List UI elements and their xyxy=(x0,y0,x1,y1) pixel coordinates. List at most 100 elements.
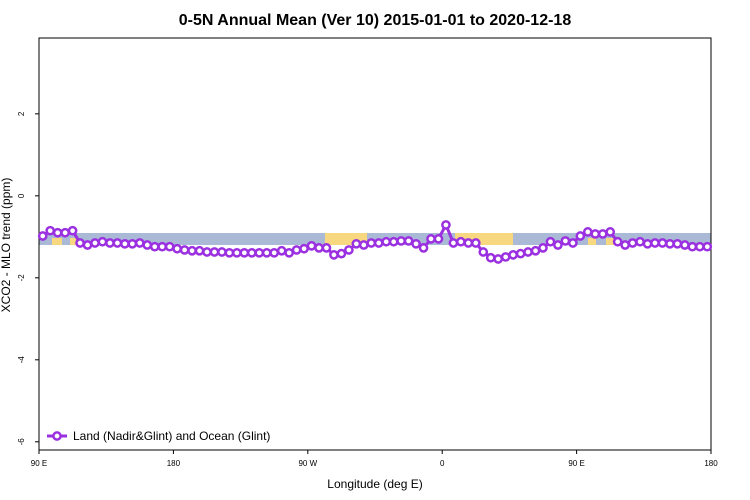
data-point xyxy=(456,236,466,247)
data-point xyxy=(261,247,272,258)
x-tick-label: 180 xyxy=(704,459,718,468)
data-point xyxy=(284,247,294,258)
legend-marker xyxy=(52,431,62,441)
data-point xyxy=(37,231,48,241)
x-tick-label: 90 E xyxy=(568,459,584,468)
data-point xyxy=(314,243,324,253)
x-tick-label: 180 xyxy=(167,459,181,468)
data-point xyxy=(545,236,556,247)
data-point xyxy=(232,247,242,258)
x-tick-label: 0 xyxy=(440,459,445,468)
data-point xyxy=(470,238,481,248)
y-tick-label: 2 xyxy=(17,111,26,116)
data-point xyxy=(269,247,280,258)
data-point xyxy=(620,240,630,250)
data-point xyxy=(650,238,660,248)
data-point xyxy=(321,243,332,253)
data-point xyxy=(493,254,504,264)
data-point xyxy=(612,236,623,247)
y-axis-label: XCO2 - MLO trend (ppm) xyxy=(0,178,13,313)
data-point xyxy=(627,238,638,248)
data-point xyxy=(157,241,168,252)
data-point xyxy=(276,245,287,256)
data-point xyxy=(254,247,265,258)
data-point xyxy=(60,227,70,238)
data-point xyxy=(523,247,533,257)
data-point xyxy=(381,236,392,247)
data-point xyxy=(209,247,220,257)
data-point xyxy=(291,245,302,255)
data-point xyxy=(97,236,108,247)
data-point xyxy=(515,248,526,259)
data-point xyxy=(82,240,93,250)
data-point xyxy=(75,238,85,248)
data-point xyxy=(202,247,212,257)
data-point xyxy=(553,240,563,250)
data-point xyxy=(299,243,309,254)
data-point xyxy=(441,220,451,230)
data-point xyxy=(134,238,145,248)
data-point xyxy=(336,248,347,259)
data-point xyxy=(239,247,250,258)
data-point xyxy=(396,236,406,246)
y-tick-label: -2 xyxy=(17,274,26,282)
data-point xyxy=(597,229,608,239)
data-point xyxy=(485,252,496,263)
data-point xyxy=(172,243,182,254)
data-point xyxy=(590,229,601,239)
data-point xyxy=(105,238,115,248)
data-point xyxy=(672,238,683,249)
data-point xyxy=(246,247,257,258)
data-point xyxy=(665,238,675,249)
data-point xyxy=(687,241,698,252)
data-point xyxy=(112,238,123,248)
data-point xyxy=(90,238,100,248)
data-point xyxy=(224,247,235,258)
x-tick-label: 90 W xyxy=(298,459,317,468)
data-point xyxy=(388,236,399,247)
y-tick-label: 0 xyxy=(17,193,26,198)
data-point xyxy=(530,245,541,256)
data-point xyxy=(187,245,197,256)
data-point xyxy=(605,227,616,237)
legend-label: Land (Nadir&Glint) and Ocean (Glint) xyxy=(73,429,270,443)
data-point xyxy=(52,227,63,238)
data-point xyxy=(575,231,586,241)
data-point xyxy=(67,225,78,236)
data-point xyxy=(582,227,593,237)
data-point xyxy=(149,241,160,252)
data-point xyxy=(500,252,511,262)
data-point xyxy=(306,240,317,251)
chart-title: 0-5N Annual Mean (Ver 10) 2015-01-01 to … xyxy=(179,12,572,29)
data-point xyxy=(358,240,369,250)
data-point xyxy=(463,238,474,248)
data-point xyxy=(45,225,56,236)
data-point xyxy=(403,236,414,246)
data-point xyxy=(560,236,571,246)
y-tick-label: -4 xyxy=(17,356,26,364)
data-point xyxy=(142,240,153,250)
data-point xyxy=(642,238,653,249)
data-point xyxy=(426,234,436,244)
data-point xyxy=(568,238,578,248)
data-point xyxy=(127,238,138,249)
x-axis-label: Longitude (deg E) xyxy=(327,477,422,491)
data-point xyxy=(680,240,690,250)
data-point xyxy=(366,238,377,248)
x-tick-label: 90 E xyxy=(31,459,47,468)
data-point xyxy=(217,247,227,257)
data-point xyxy=(433,234,444,244)
data-point xyxy=(702,241,713,252)
data-point xyxy=(164,241,175,252)
data-point xyxy=(635,236,645,247)
data-point xyxy=(194,245,205,256)
data-point xyxy=(478,247,489,257)
data-point xyxy=(344,245,354,255)
data-point xyxy=(694,241,705,252)
data-point xyxy=(538,243,548,253)
y-tick-label: -6 xyxy=(17,438,26,446)
data-point xyxy=(657,238,668,248)
data-point xyxy=(351,238,362,249)
data-point xyxy=(373,238,384,248)
